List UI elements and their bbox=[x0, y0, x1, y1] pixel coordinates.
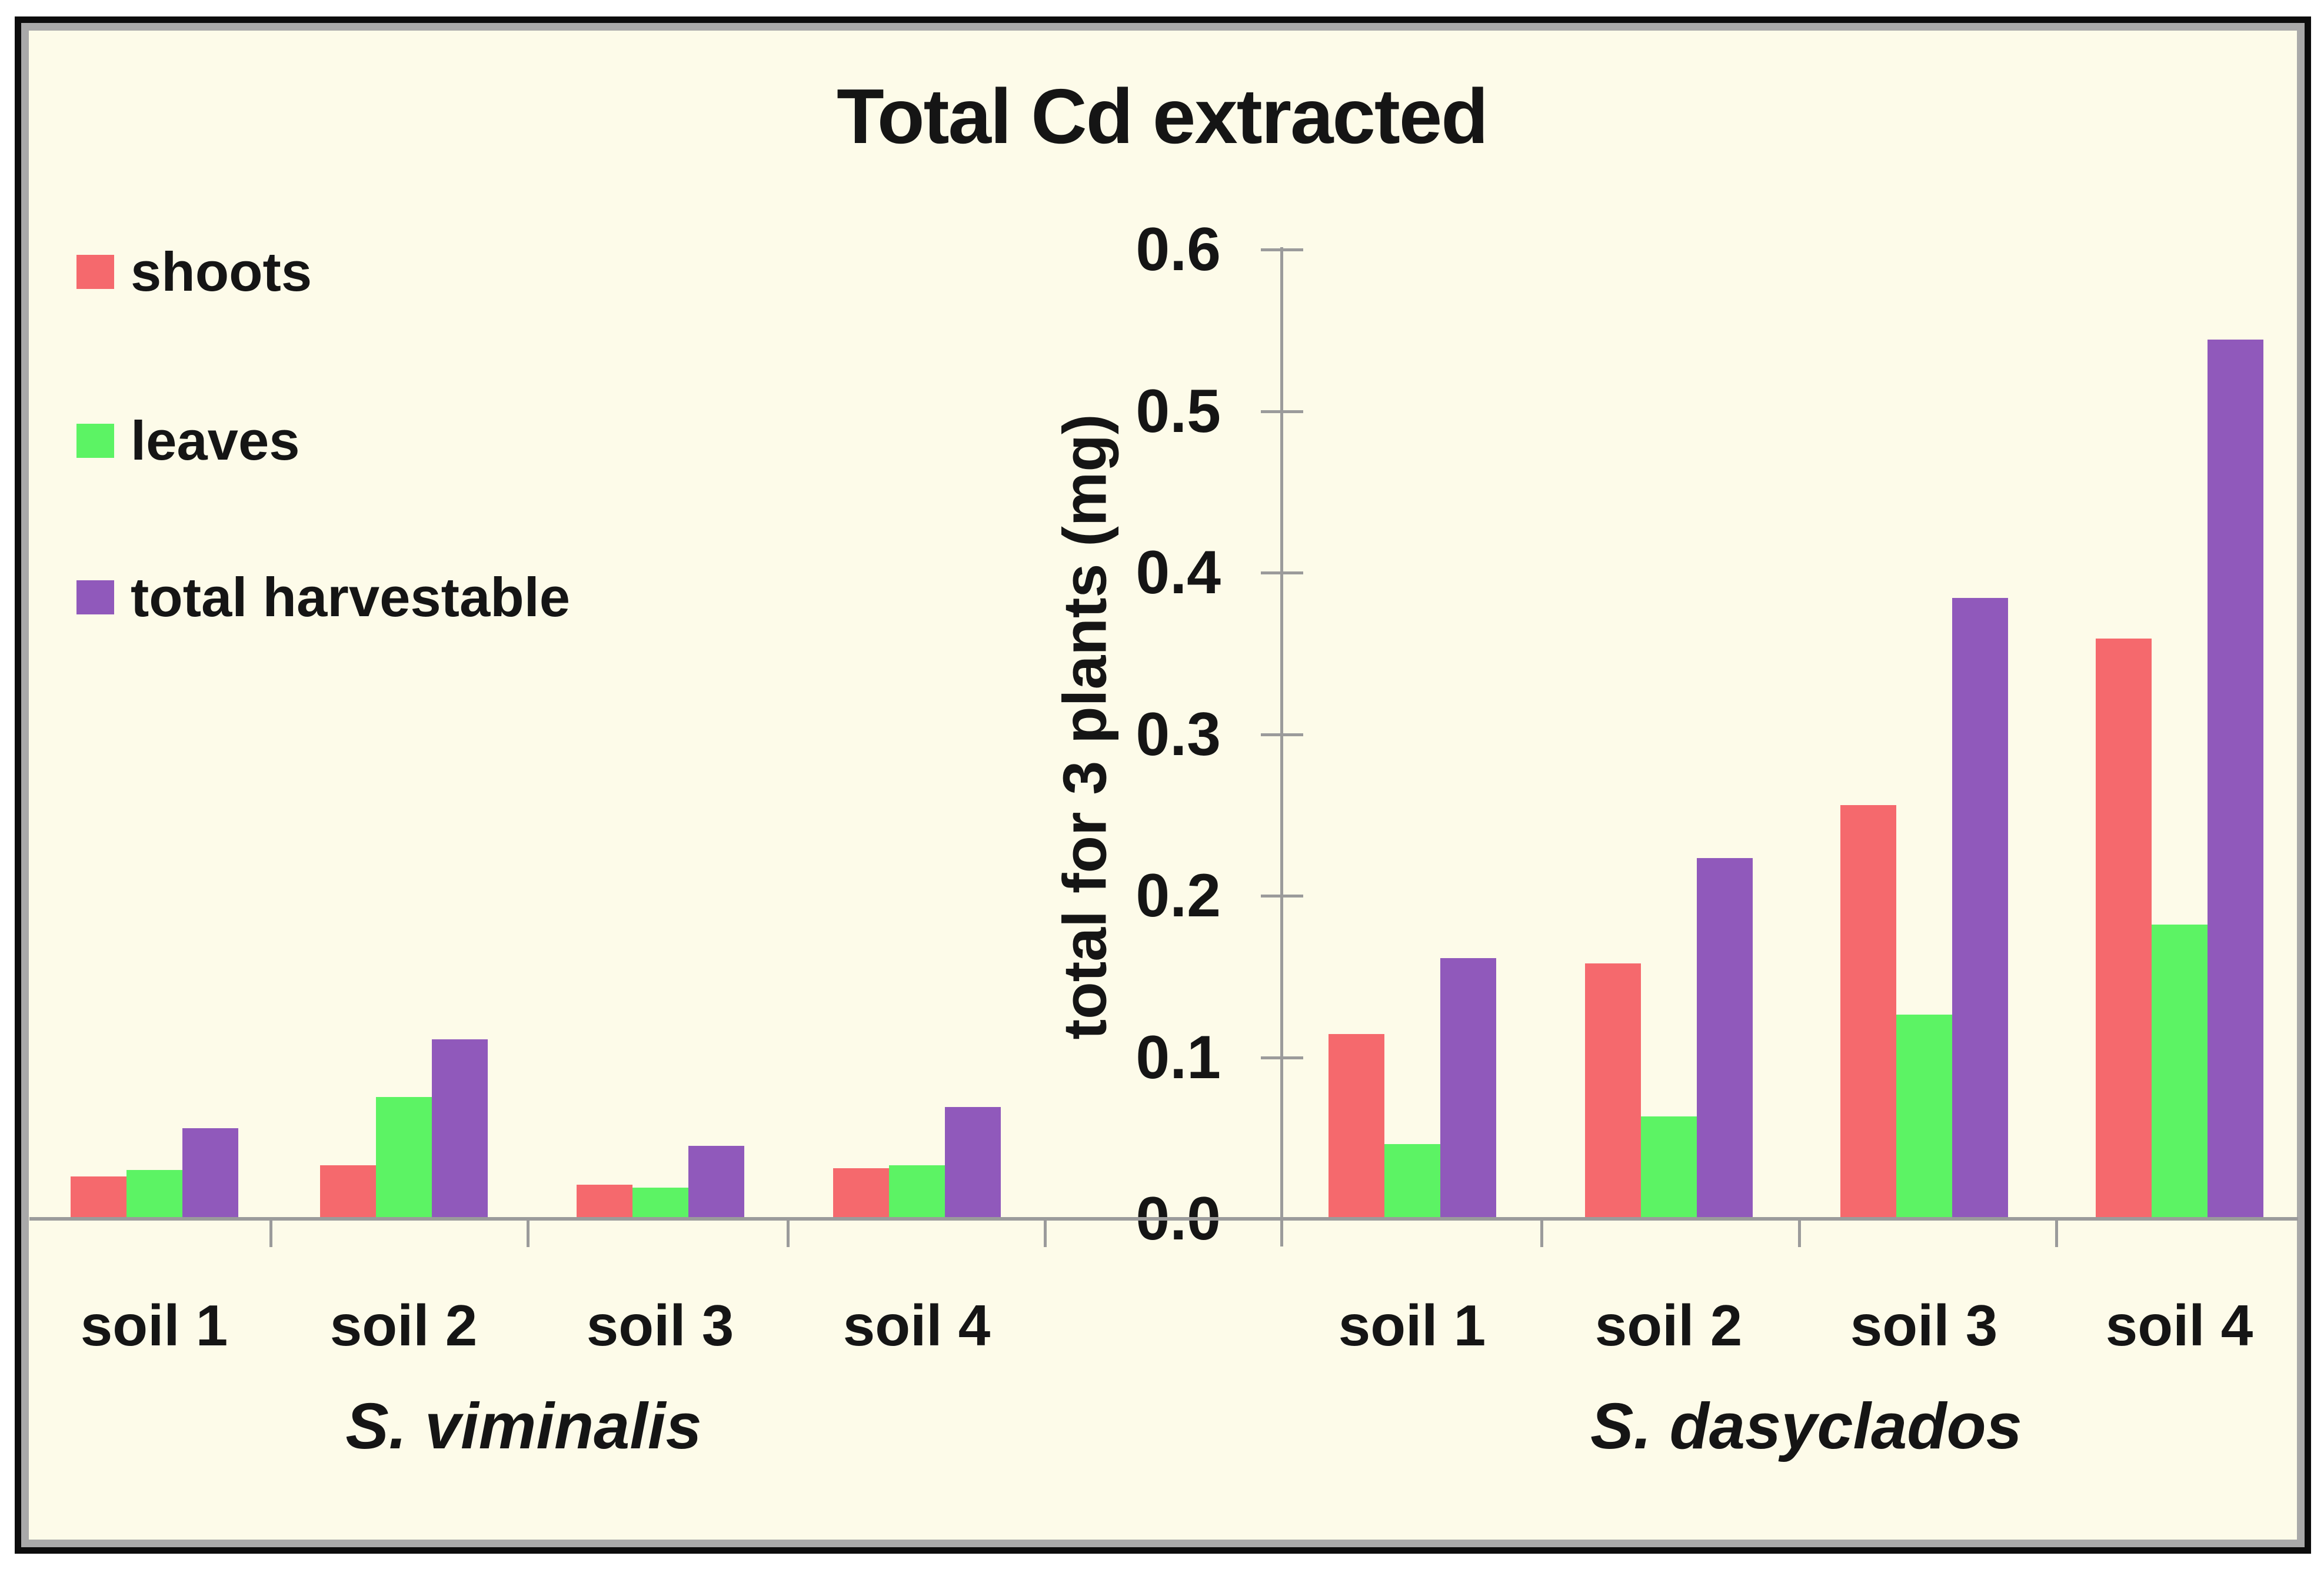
y-tick-mark-0.1 bbox=[1261, 1056, 1303, 1059]
category-label-soil-2: soil 2 bbox=[329, 1293, 478, 1358]
bar-leaves-soil-3 bbox=[1896, 1015, 1952, 1220]
category-label-soil-4: soil 4 bbox=[2105, 1293, 2253, 1358]
chart-title: Total Cd extracted bbox=[837, 73, 1489, 159]
y-tick-label-0.1: 0.1 bbox=[1136, 1023, 1221, 1092]
y-tick-label-0.2: 0.2 bbox=[1136, 862, 1221, 930]
y-tick-label-0.6: 0.6 bbox=[1136, 215, 1221, 284]
category-label-soil-1: soil 1 bbox=[1338, 1293, 1486, 1358]
x-axis-group-tick bbox=[269, 1219, 272, 1247]
bar-shoots-soil-4 bbox=[833, 1168, 889, 1220]
bar-total-harvestable-soil-1 bbox=[1440, 958, 1496, 1220]
bar-total-harvestable-soil-3 bbox=[1952, 598, 2008, 1220]
legend-label: leaves bbox=[131, 410, 300, 471]
bar-shoots-soil-2 bbox=[1585, 963, 1641, 1220]
x-axis-group-tick bbox=[787, 1219, 790, 1247]
bar-leaves-soil-4 bbox=[889, 1165, 945, 1220]
bar-leaves-soil-2 bbox=[376, 1097, 432, 1220]
bar-shoots-soil-1 bbox=[1329, 1034, 1384, 1220]
legend-swatch-shoots bbox=[76, 255, 114, 289]
legend-label: shoots bbox=[131, 241, 312, 303]
y-tick-mark-0.6 bbox=[1261, 248, 1303, 251]
panel-label-s-dasyclados: S. dasyclados bbox=[1590, 1390, 2022, 1462]
x-axis-group-tick bbox=[527, 1219, 530, 1247]
bar-total-harvestable-soil-2 bbox=[432, 1039, 488, 1220]
bar-leaves-soil-1 bbox=[1384, 1144, 1440, 1220]
x-axis-group-tick bbox=[2055, 1219, 2058, 1247]
x-axis-group-tick bbox=[1540, 1219, 1543, 1247]
chart-frame bbox=[15, 16, 2311, 1554]
category-label-soil-1: soil 1 bbox=[80, 1293, 228, 1358]
y-tick-mark-0.3 bbox=[1261, 733, 1303, 736]
x-axis-group-tick bbox=[1798, 1219, 1801, 1247]
bar-total-harvestable-soil-2 bbox=[1697, 858, 1753, 1220]
bar-shoots-soil-4 bbox=[2096, 639, 2152, 1220]
panel-label-s-viminalis: S. viminalis bbox=[345, 1390, 702, 1462]
category-label-soil-3: soil 3 bbox=[586, 1293, 734, 1358]
category-label-soil-4: soil 4 bbox=[843, 1293, 991, 1358]
y-axis-line bbox=[1280, 247, 1283, 1246]
legend-swatch-total-harvestable bbox=[76, 580, 114, 614]
category-label-soil-3: soil 3 bbox=[1850, 1293, 1998, 1358]
y-tick-mark-0.4 bbox=[1261, 571, 1303, 574]
x-axis-baseline bbox=[29, 1217, 2298, 1221]
bar-shoots-soil-1 bbox=[71, 1176, 126, 1220]
x-axis-group-tick bbox=[1044, 1219, 1047, 1247]
y-tick-label-0.4: 0.4 bbox=[1136, 538, 1221, 607]
y-tick-mark-0.5 bbox=[1261, 410, 1303, 413]
bar-shoots-soil-2 bbox=[320, 1165, 376, 1220]
bar-shoots-soil-3 bbox=[577, 1185, 632, 1220]
bar-total-harvestable-soil-4 bbox=[2208, 340, 2263, 1220]
bar-leaves-soil-3 bbox=[632, 1188, 688, 1220]
y-tick-label-0.5: 0.5 bbox=[1136, 377, 1221, 446]
bar-leaves-soil-4 bbox=[2152, 925, 2208, 1220]
bar-total-harvestable-soil-1 bbox=[182, 1128, 238, 1220]
category-label-soil-2: soil 2 bbox=[1594, 1293, 1743, 1358]
legend-label: total harvestable bbox=[131, 566, 571, 628]
y-tick-label-0.3: 0.3 bbox=[1136, 700, 1221, 769]
bar-total-harvestable-soil-3 bbox=[688, 1146, 744, 1220]
legend-swatch-leaves bbox=[76, 424, 114, 458]
bar-total-harvestable-soil-4 bbox=[945, 1107, 1001, 1220]
y-tick-mark-0.2 bbox=[1261, 895, 1303, 897]
bar-shoots-soil-3 bbox=[1840, 805, 1896, 1220]
bar-leaves-soil-1 bbox=[126, 1170, 182, 1220]
bar-leaves-soil-2 bbox=[1641, 1116, 1697, 1220]
